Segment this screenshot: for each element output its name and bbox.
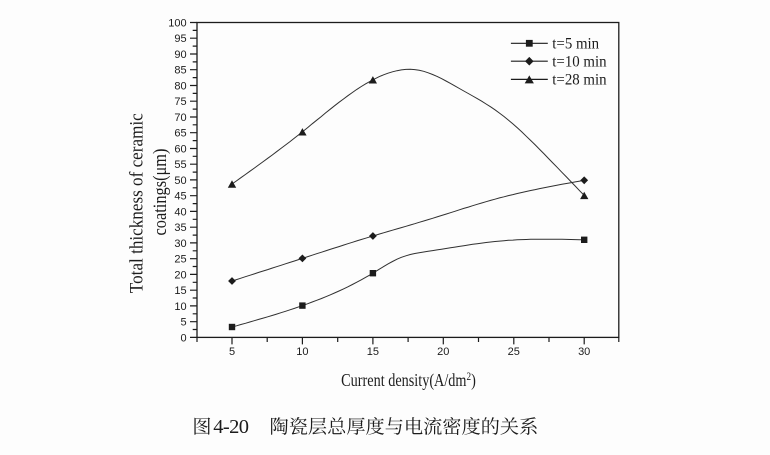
svg-text:100: 100 — [168, 17, 186, 29]
svg-text:75: 75 — [174, 96, 186, 108]
svg-text:4-20: 4-20 — [213, 416, 249, 438]
svg-text:0: 0 — [180, 332, 186, 344]
svg-text:10: 10 — [174, 301, 186, 313]
svg-text:30: 30 — [578, 346, 590, 358]
svg-text:15: 15 — [174, 285, 186, 297]
svg-text:coatings(μm): coatings(μm) — [149, 148, 170, 235]
svg-text:t=10 min: t=10 min — [552, 53, 607, 70]
svg-text:5: 5 — [229, 346, 235, 358]
svg-text:45: 45 — [174, 191, 186, 203]
svg-text:85: 85 — [174, 65, 186, 77]
svg-text:70: 70 — [174, 112, 186, 124]
svg-text:t=28 min: t=28 min — [552, 71, 607, 88]
svg-text:Current density(A/dm2): Current density(A/dm2) — [341, 371, 476, 390]
svg-text:30: 30 — [174, 238, 186, 250]
svg-text:95: 95 — [174, 33, 186, 45]
svg-text:25: 25 — [508, 346, 520, 358]
svg-text:60: 60 — [174, 143, 186, 155]
svg-text:10: 10 — [296, 346, 308, 358]
svg-text:5: 5 — [180, 317, 186, 329]
svg-text:25: 25 — [174, 254, 186, 266]
svg-text:t=5 min: t=5 min — [552, 35, 599, 52]
svg-text:90: 90 — [174, 49, 186, 61]
svg-text:20: 20 — [174, 269, 186, 281]
svg-text:20: 20 — [437, 346, 449, 358]
svg-text:65: 65 — [174, 128, 186, 140]
svg-text:Total thickness of ceramic: Total thickness of ceramic — [126, 113, 147, 293]
svg-text:50: 50 — [174, 175, 186, 187]
svg-text:80: 80 — [174, 80, 186, 92]
svg-text:35: 35 — [174, 222, 186, 234]
svg-text:55: 55 — [174, 159, 186, 171]
svg-text:15: 15 — [367, 346, 379, 358]
svg-text:40: 40 — [174, 206, 186, 218]
